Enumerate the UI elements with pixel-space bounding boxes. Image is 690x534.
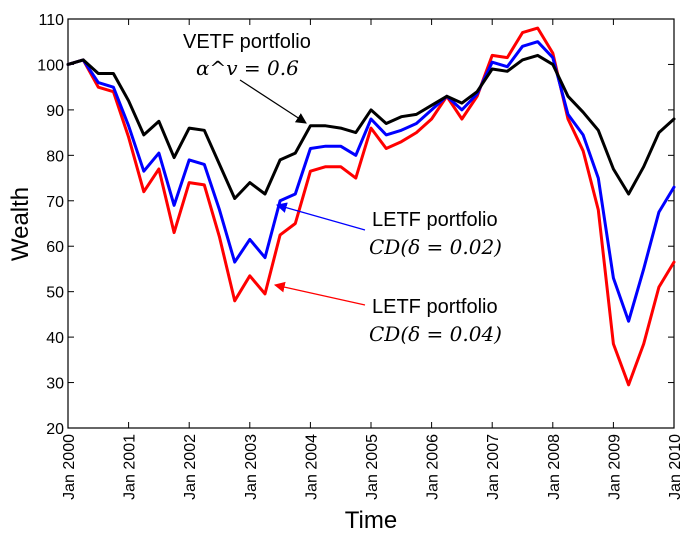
annotation-letf-004: LETF portfolio CD(δ = 0.04) — [273, 281, 502, 346]
x-tick-label: Jan 2004 — [303, 434, 320, 500]
y-tick-label: 20 — [46, 421, 64, 438]
y-tick-label: 70 — [46, 194, 64, 211]
y-axis-ticks: 20 30 40 50 60 70 80 90 100 110 — [37, 12, 674, 438]
plot-frame — [67, 18, 675, 429]
x-axis-ticks: Jan 2000 Jan 2001 Jan 2002 Jan 2003 Jan 2004… — [61, 19, 684, 500]
y-tick-label: 90 — [46, 103, 64, 120]
annotation-vetf-title: VETF portfolio — [183, 31, 311, 53]
annotation-vetf-subtitle: α^v = 0.6 — [196, 56, 299, 80]
x-tick-label: Jan 2010 — [667, 434, 684, 500]
y-axis-label: Wealth — [7, 187, 34, 261]
series-line-letf-002 — [66, 40, 676, 323]
annotation-letf-002: LETF portfolio CD(δ = 0.02) — [275, 202, 502, 259]
annotation-letf-002-arrow — [275, 202, 366, 231]
annotation-letf-004-title: LETF portfolio — [372, 296, 498, 318]
x-tick-label: Jan 2009 — [606, 434, 623, 500]
y-tick-label: 40 — [46, 330, 64, 347]
annotation-letf-004-subtitle: CD(δ = 0.04) — [369, 322, 502, 346]
annotation-letf-004-arrow — [273, 281, 366, 306]
y-tick-label: 30 — [46, 376, 64, 393]
annotation-vetf: VETF portfolio α^v = 0.6 — [183, 31, 311, 124]
annotation-vetf-arrow — [239, 79, 307, 124]
y-tick-label: 100 — [37, 57, 64, 74]
x-tick-label: Jan 2007 — [485, 434, 502, 500]
series-line-vetf — [66, 53, 676, 200]
x-tick-label: Jan 2001 — [122, 434, 139, 500]
y-tick-label: 60 — [46, 239, 64, 256]
x-tick-label: Jan 2000 — [61, 434, 78, 500]
y-tick-label: 80 — [46, 148, 64, 165]
annotation-letf-002-subtitle: CD(δ = 0.02) — [369, 235, 502, 259]
x-tick-label: Jan 2003 — [243, 434, 260, 500]
series-line-letf-004 — [66, 26, 676, 387]
y-tick-label: 50 — [46, 285, 64, 302]
series-group — [66, 26, 676, 387]
x-tick-label: Jan 2006 — [425, 434, 442, 500]
x-tick-label: Jan 2005 — [364, 434, 381, 500]
x-tick-label: Jan 2002 — [182, 434, 199, 500]
x-tick-label: Jan 2008 — [546, 434, 563, 500]
x-axis-label: Time — [345, 507, 397, 534]
annotation-letf-002-title: LETF portfolio — [372, 209, 498, 231]
y-tick-label: 110 — [38, 12, 64, 29]
